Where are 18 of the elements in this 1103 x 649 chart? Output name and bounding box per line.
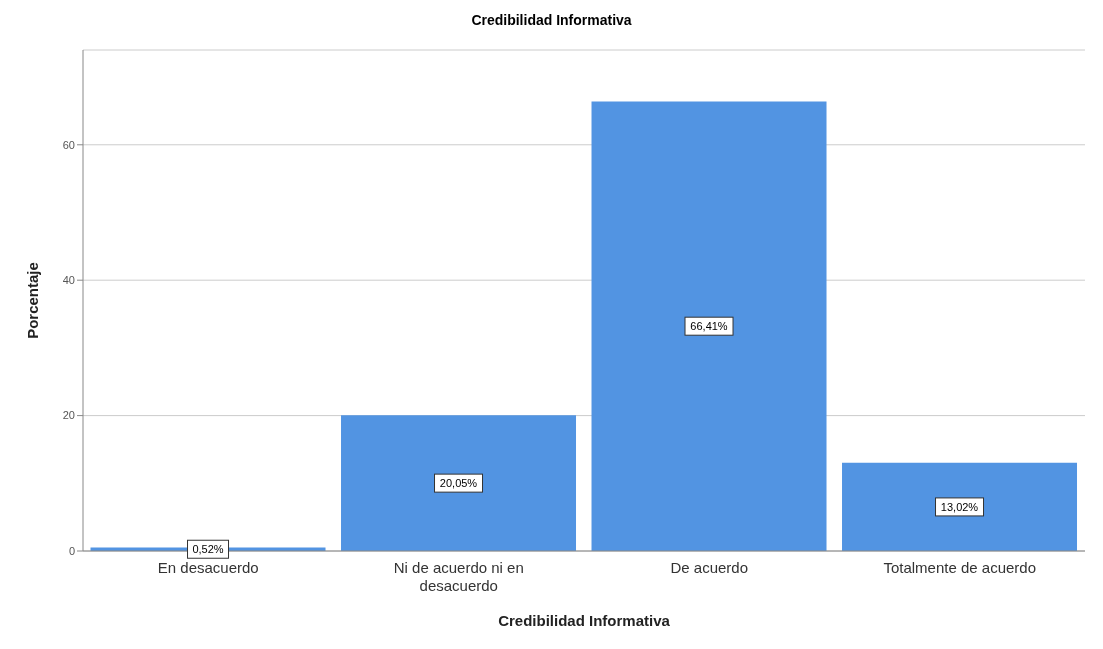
chart-title: Credibilidad Informativa xyxy=(470,11,633,30)
y-tick-label: 20 xyxy=(62,409,75,422)
y-tick-label: 0 xyxy=(68,544,75,557)
x-axis-title: Credibilidad Informativa xyxy=(498,612,671,629)
x-tick-label: De acuerdo xyxy=(670,559,749,576)
x-tick-label: En desacuerdo xyxy=(157,559,259,576)
data-label: 13,02% xyxy=(940,500,979,513)
y-tick-label: 60 xyxy=(62,138,75,151)
y-axis-title: Porcentaje xyxy=(24,262,42,339)
data-label: 0,52% xyxy=(192,543,224,556)
bar xyxy=(842,462,1078,551)
x-tick-label: Totalmente de acuerdo xyxy=(883,559,1037,576)
bar xyxy=(591,101,827,551)
y-tick-label: 40 xyxy=(62,274,75,287)
data-label: 66,41% xyxy=(690,320,728,333)
x-tick-label: Ni de acuerdo ni en desacuerdo xyxy=(393,559,524,594)
bar xyxy=(341,415,577,551)
data-label: 20,05% xyxy=(439,477,478,490)
